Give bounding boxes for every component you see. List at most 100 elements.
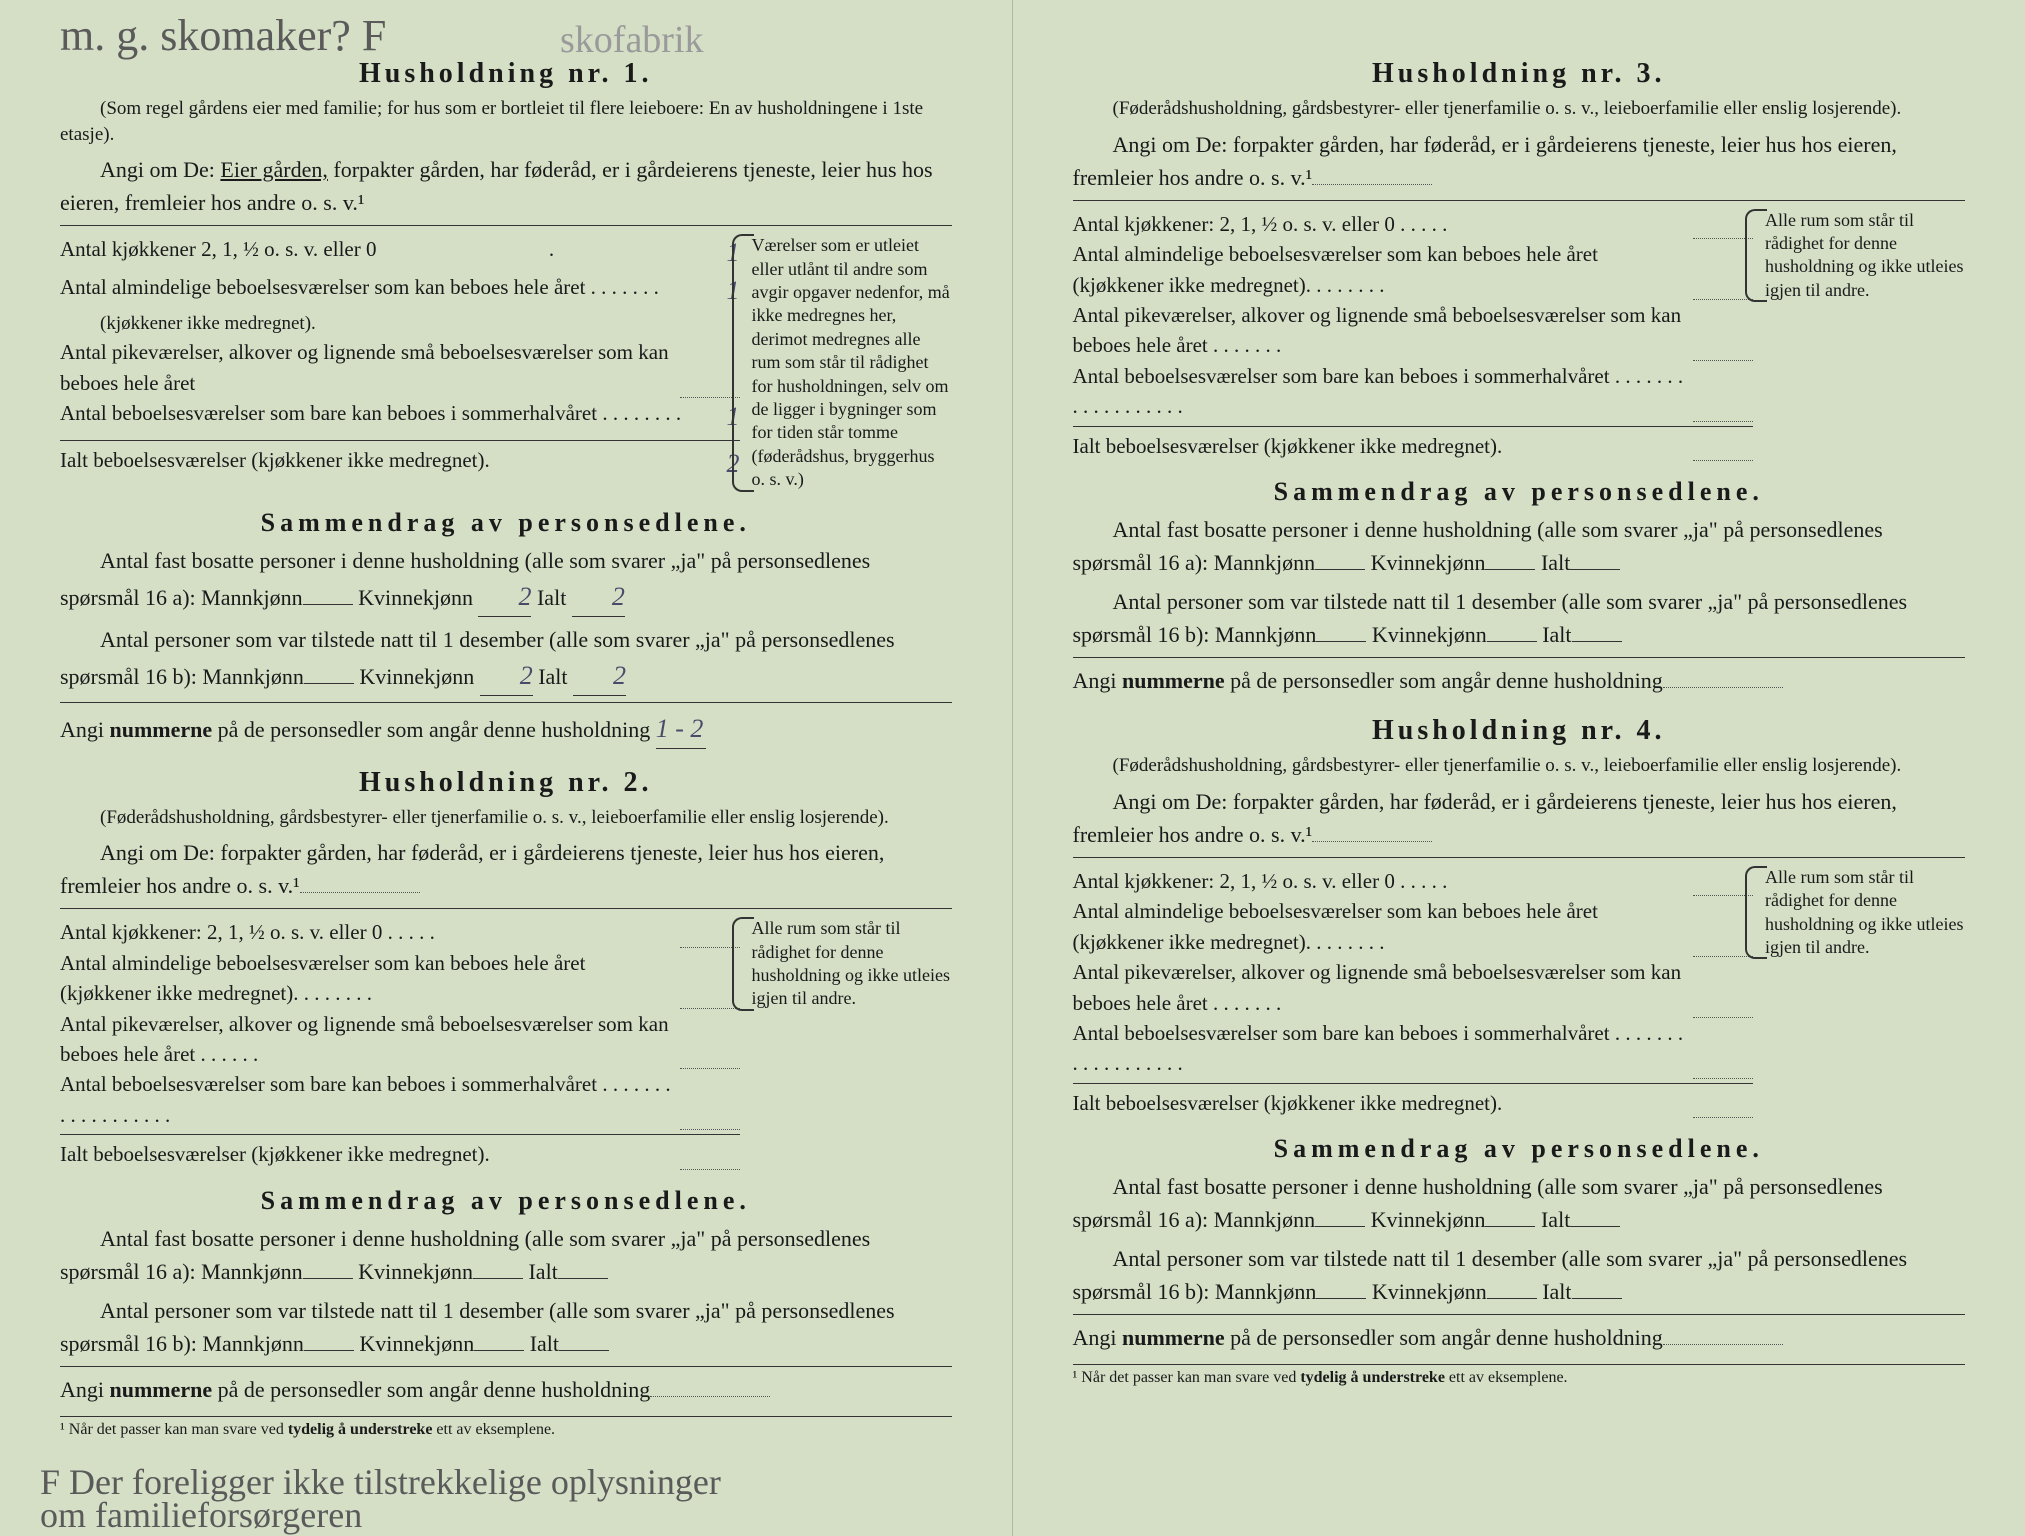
- footnote-left: ¹ Når det passer kan man svare ved tydel…: [60, 1416, 952, 1439]
- angi-prefix: Angi om De:: [1113, 789, 1228, 814]
- household-2-angi: Angi om De: forpakter gården, har føderå…: [60, 836, 952, 902]
- ialt-label: Ialt: [1541, 550, 1570, 575]
- blank: [1693, 300, 1753, 361]
- blank: [1572, 1298, 1622, 1299]
- angi-prefix: Angi om De:: [100, 157, 215, 182]
- blank: [1485, 1226, 1535, 1227]
- ialt-label: Ialt: [1541, 1207, 1570, 1232]
- blank: [1663, 1344, 1783, 1345]
- household-3-angi: Angi om De: forpakter gården, har føderå…: [1073, 128, 1966, 194]
- q16a-2: Antal fast bosatte personer i denne hush…: [60, 1222, 952, 1288]
- total-label: Ialt beboelsesværelser (kjøkkener ikke m…: [60, 1139, 490, 1169]
- rooms-label: Antal almindelige beboelsesværelser som …: [1073, 242, 1598, 296]
- separator: [1073, 1083, 1754, 1084]
- blank: [1693, 896, 1753, 957]
- nummer-row-4: Angi nummerne på de personsedler som ang…: [1073, 1321, 1966, 1354]
- blank: [1570, 569, 1620, 570]
- side-note-text: Alle rum som står til rådighet for denne…: [1765, 867, 1963, 957]
- blank: [680, 948, 740, 1009]
- blank: [1693, 1088, 1753, 1118]
- household-2-intro: (Føderådshusholdning, gårdsbestyrer- ell…: [60, 805, 952, 831]
- kitchen-label: Antal kjøkkener 2, 1, ½ o. s. v. eller 0: [60, 234, 377, 272]
- blank: [1316, 641, 1366, 642]
- kvinne-label: Kvinnekjønn: [358, 585, 473, 610]
- nummer-val: 1 - 2: [656, 709, 706, 749]
- separator: [1073, 657, 1966, 658]
- nummer-row-2: Angi nummerne på de personsedler som ang…: [60, 1373, 952, 1406]
- household-2-sammendrag-title: Sammendrag av personsedlene.: [60, 1186, 952, 1216]
- side-note-text: Alle rum som står til rådighet for denne…: [752, 918, 950, 1008]
- side-note-text: Værelser som er utleiet eller utlånt til…: [752, 235, 950, 489]
- household-4-title: Husholdning nr. 4.: [1073, 715, 1966, 747]
- rooms-label: Antal almindelige beboelsesværelser som …: [60, 951, 585, 1005]
- separator: [1073, 200, 1966, 201]
- blank: [1693, 957, 1753, 1018]
- blank: [558, 1278, 608, 1279]
- ialt-val: 2: [572, 577, 625, 617]
- household-2-rooms-block: Antal kjøkkener: 2, 1, ½ o. s. v. eller …: [60, 917, 952, 1170]
- handwritten-note-top2: skofabrik: [560, 18, 704, 62]
- angi-prefix: Angi om De:: [100, 840, 215, 865]
- blank: [1570, 1226, 1620, 1227]
- household-4-rooms-block: Antal kjøkkener: 2, 1, ½ o. s. v. eller …: [1073, 866, 1966, 1119]
- separator: [1073, 857, 1966, 858]
- household-1-title: Husholdning nr. 1.: [60, 58, 952, 90]
- brace-icon: [732, 234, 754, 491]
- rooms-label: Antal almindelige beboelsesværelser som …: [1073, 899, 1598, 953]
- angi-blank: [300, 892, 420, 893]
- total-label: Ialt beboelsesværelser (kjøkkener ikke m…: [1073, 1088, 1503, 1118]
- summer-label: Antal beboelsesværelser som bare kan beb…: [1073, 1021, 1621, 1045]
- rooms-label: Antal almindelige beboelsesværelser som …: [60, 275, 585, 299]
- separator: [1073, 1314, 1966, 1315]
- q16b-2: Antal personer som var tilstede natt til…: [60, 1294, 952, 1360]
- blank: [1693, 209, 1753, 239]
- footnote-right: ¹ Når det passer kan man svare ved tydel…: [1073, 1364, 1966, 1387]
- ialt-label: Ialt: [530, 1331, 559, 1356]
- blank: [473, 1278, 523, 1279]
- rooms-left: Antal kjøkkener: 2, 1, ½ o. s. v. eller …: [1073, 209, 1754, 462]
- kvinne-label: Kvinnekjønn: [1371, 550, 1486, 575]
- blank: [1663, 687, 1783, 688]
- brace-icon: [1745, 209, 1767, 303]
- pike-label: Antal pikeværelser, alkover og lignende …: [1073, 960, 1682, 1014]
- ialt-label: Ialt: [528, 1259, 557, 1284]
- household-3-sammendrag-title: Sammendrag av personsedlene.: [1073, 477, 1966, 507]
- kvinne-label: Kvinnekjønn: [1372, 622, 1487, 647]
- handwritten-note-bottom: F Der foreligger ikke tilstrekkelige opl…: [40, 1466, 721, 1531]
- rooms-left: Antal kjøkkener 2, 1, ½ o. s. v. eller 0…: [60, 234, 740, 482]
- q16b-3: Antal personer som var tilstede natt til…: [1073, 585, 1966, 651]
- q16a-3: Antal fast bosatte personer i denne hush…: [1073, 513, 1966, 579]
- blank: [1312, 184, 1432, 185]
- pike-label: Antal pikeværelser, alkover og lignende …: [60, 337, 680, 398]
- q16b-text: Antal personer som var tilstede natt til…: [60, 627, 895, 689]
- q16b-text: Antal personer som var tilstede natt til…: [1073, 589, 1908, 647]
- separator: [1073, 426, 1754, 427]
- blank: [1316, 1298, 1366, 1299]
- household-1-angi: Angi om De: Eier gården, forpakter gårde…: [60, 153, 952, 219]
- summer-label: Antal beboelsesværelser som bare kan beb…: [60, 1072, 608, 1096]
- kvinne-label: Kvinnekjønn: [359, 1331, 474, 1356]
- blank: [1485, 569, 1535, 570]
- rooms-side-note: Alle rum som står til rådighet for denne…: [1753, 866, 1965, 960]
- ialt-label: Ialt: [537, 585, 566, 610]
- q16b-4: Antal personer som var tilstede natt til…: [1073, 1242, 1966, 1308]
- summer-label: Antal beboelsesværelser som bare kan beb…: [1073, 364, 1621, 388]
- side-note-text: Alle rum som står til rådighet for denne…: [1765, 210, 1963, 300]
- separator: [60, 1366, 952, 1367]
- blank: [680, 1069, 740, 1130]
- household-3-rooms-block: Antal kjøkkener: 2, 1, ½ o. s. v. eller …: [1073, 209, 1966, 462]
- blank: [1572, 641, 1622, 642]
- separator: [60, 702, 952, 703]
- blank: [1312, 841, 1432, 842]
- separator: [60, 225, 952, 226]
- kvinne-val: 2: [478, 577, 531, 617]
- blank: [650, 1396, 770, 1397]
- handwritten-note-top: m. g. skomaker? F: [60, 10, 386, 61]
- blank: [680, 917, 740, 947]
- brace-icon: [732, 917, 754, 1011]
- household-4-angi: Angi om De: forpakter gården, har føderå…: [1073, 785, 1966, 851]
- summer-label: Antal beboelsesværelser som bare kan beb…: [60, 401, 597, 425]
- separator: [60, 908, 952, 909]
- kvinne-label: Kvinnekjønn: [358, 1259, 473, 1284]
- household-1-sammendrag-title: Sammendrag av personsedlene.: [60, 508, 952, 538]
